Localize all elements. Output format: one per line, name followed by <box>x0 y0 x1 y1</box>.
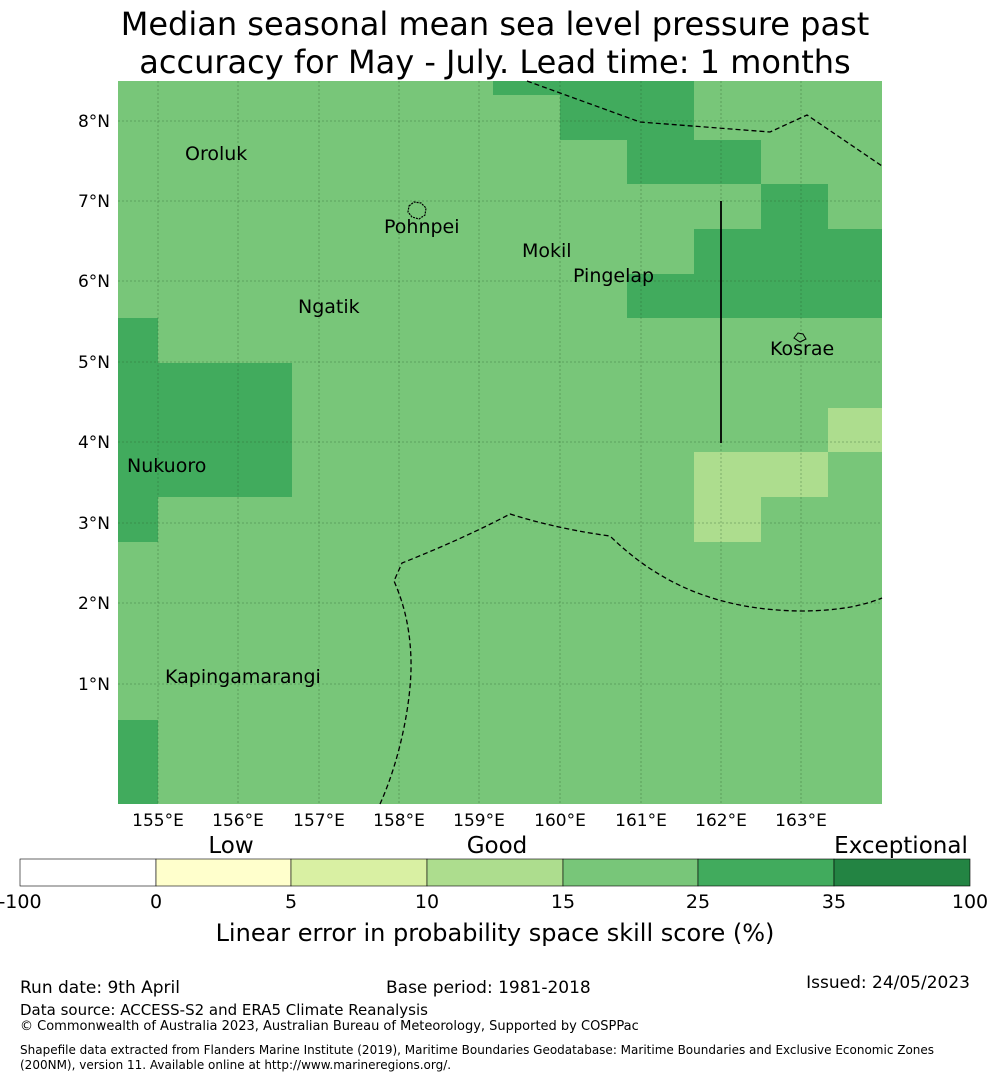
colorbar-swatch <box>562 858 699 887</box>
place-kosrae: Kosrae <box>770 338 834 360</box>
colorbar-tick: 0 <box>150 891 162 913</box>
colorbar-tick: 15 <box>551 891 575 913</box>
map-title-line1: Median seasonal mean sea level pressure … <box>120 5 870 43</box>
colorbar-category-good: Good <box>467 833 528 859</box>
lat-tick: 7°N <box>78 192 110 212</box>
skill-cells-high <box>118 81 882 804</box>
lat-tick: 1°N <box>78 675 110 695</box>
latitude-tick-labels: 8°N 7°N 6°N 5°N 4°N 3°N 2°N 1°N <box>78 112 110 695</box>
skill-cells-low <box>694 408 882 542</box>
kosrae-island-outline <box>793 332 807 343</box>
eez-boundaries <box>379 80 883 805</box>
lon-tick: 162°E <box>695 811 747 831</box>
place-pingelap: Pingelap <box>573 265 654 287</box>
lon-tick: 157°E <box>293 811 345 831</box>
colorbar-swatch <box>697 858 835 887</box>
colorbar-category-exceptional: Exceptional <box>834 833 968 859</box>
colorbar-tick-labels: -100 0 5 10 15 25 35 100 <box>0 891 988 913</box>
lon-tick: 163°E <box>775 811 827 831</box>
issued-date: Issued: 24/05/2023 <box>806 973 970 993</box>
colorbar-tick: 100 <box>952 891 988 913</box>
place-oroluk: Oroluk <box>185 143 247 165</box>
data-source: Data source: ACCESS-S2 and ERA5 Climate … <box>20 1001 428 1019</box>
pohnpei-island-outline <box>407 201 427 220</box>
colorbar-title: Linear error in probability space skill … <box>216 919 775 947</box>
place-mokil: Mokil <box>522 240 572 262</box>
place-kapingamarangi: Kapingamarangi <box>165 666 321 688</box>
colorbar-tick: 35 <box>822 891 846 913</box>
lat-tick: 8°N <box>78 112 110 132</box>
colorbar <box>19 858 971 887</box>
longitude-tick-labels: 155°E 156°E 157°E 158°E 159°E 160°E 161°… <box>132 811 827 831</box>
colorbar-swatch <box>155 858 292 887</box>
shapefile-credit-line1: Shapefile data extracted from Flanders M… <box>20 1043 935 1057</box>
lon-tick: 155°E <box>132 811 184 831</box>
colorbar-tick: 10 <box>415 891 439 913</box>
colorbar-swatch <box>19 858 157 887</box>
place-nukuoro: Nukuoro <box>127 455 206 477</box>
lat-tick: 5°N <box>78 353 110 373</box>
lon-tick: 159°E <box>453 811 505 831</box>
lat-tick: 4°N <box>78 433 110 453</box>
colorbar-swatch <box>833 858 971 887</box>
lon-tick: 158°E <box>373 811 425 831</box>
lat-tick: 6°N <box>78 272 110 292</box>
colorbar-tick: 5 <box>285 891 297 913</box>
place-pohnpei: Pohnpei <box>384 216 460 238</box>
colorbar-swatch <box>426 858 564 887</box>
run-date: Run date: 9th April <box>20 978 180 998</box>
map-title-line2: accuracy for May - July. Lead time: 1 mo… <box>139 43 851 81</box>
lon-tick: 156°E <box>212 811 264 831</box>
colorbar-tick: 25 <box>686 891 710 913</box>
place-ngatik: Ngatik <box>298 296 360 318</box>
colorbar-category-low: Low <box>208 833 253 859</box>
colorbar-tick: -100 <box>0 891 42 913</box>
shapefile-credit-line2: (200NM), version 11. Available online at… <box>20 1058 452 1072</box>
copyright: © Commonwealth of Australia 2023, Austra… <box>20 1019 639 1034</box>
map-gridlines <box>118 81 882 804</box>
base-period: Base period: 1981-2018 <box>386 978 591 998</box>
lon-tick: 160°E <box>534 811 586 831</box>
lat-tick: 2°N <box>78 594 110 614</box>
colorbar-swatch <box>290 858 428 887</box>
lat-tick: 3°N <box>78 514 110 534</box>
lon-tick: 161°E <box>615 811 667 831</box>
